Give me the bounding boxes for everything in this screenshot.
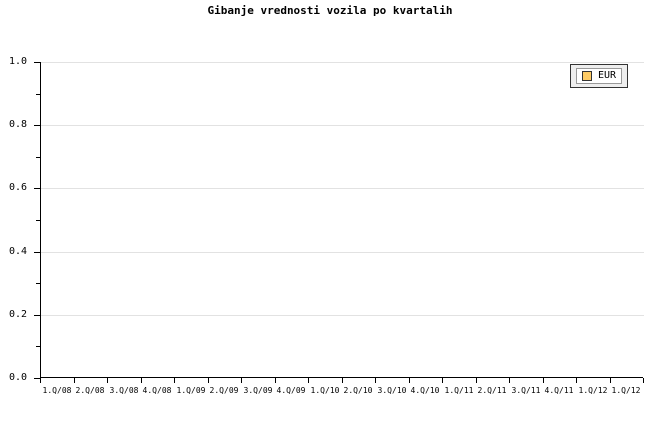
x-axis-tick bbox=[208, 378, 209, 383]
x-axis-label: 4.Q/08 bbox=[142, 386, 172, 395]
gridline bbox=[41, 314, 644, 316]
chart-title: Gibanje vrednosti vozila po kvartalih bbox=[207, 4, 453, 17]
legend-color-swatch bbox=[582, 71, 592, 81]
gridline bbox=[41, 62, 644, 63]
x-axis-label: 1.Q/12 bbox=[611, 386, 641, 395]
y-axis-tick-major bbox=[34, 62, 40, 63]
x-axis-tick bbox=[409, 378, 410, 383]
y-axis-label: 0.4 bbox=[8, 245, 27, 257]
x-axis-label: 2.Q/11 bbox=[477, 386, 507, 395]
x-axis-tick bbox=[509, 378, 510, 383]
y-axis-tick-minor bbox=[36, 283, 40, 285]
x-axis-tick bbox=[442, 378, 443, 383]
x-axis-tick bbox=[141, 378, 142, 383]
x-axis-label: 2.Q/09 bbox=[209, 386, 239, 395]
y-axis-tick-major bbox=[34, 125, 40, 127]
x-axis-tick bbox=[543, 378, 544, 383]
y-axis-label: 0.8 bbox=[8, 119, 27, 131]
y-axis-tick-minor bbox=[36, 220, 40, 221]
x-axis-label: 4.Q/10 bbox=[410, 386, 440, 395]
x-axis-tick bbox=[308, 378, 309, 383]
y-axis-tick-major bbox=[34, 314, 40, 316]
gridline bbox=[41, 125, 644, 127]
chart-legend[interactable]: EUR bbox=[570, 64, 629, 88]
y-axis-label: 0.2 bbox=[8, 308, 27, 320]
x-axis-tick bbox=[40, 378, 41, 383]
legend-label: EUR bbox=[598, 70, 617, 81]
x-axis-tick bbox=[275, 378, 276, 383]
y-axis-label: 0.0 bbox=[8, 372, 27, 383]
plot-area bbox=[40, 62, 644, 378]
x-axis-label: 1.Q/08 bbox=[42, 386, 72, 395]
legend-inner: EUR bbox=[576, 68, 623, 84]
gridline bbox=[41, 188, 644, 190]
x-axis-label: 1.Q/10 bbox=[310, 386, 340, 395]
x-axis-label: 4.Q/11 bbox=[544, 386, 574, 395]
x-axis-label: 1.Q/09 bbox=[176, 386, 206, 395]
y-axis-tick-minor bbox=[36, 156, 40, 158]
x-axis-label: 2.Q/10 bbox=[343, 386, 373, 395]
x-axis-tick bbox=[476, 378, 477, 383]
x-axis-label: 4.Q/09 bbox=[276, 386, 306, 395]
x-axis-tick bbox=[610, 378, 611, 383]
x-axis-label: 3.Q/10 bbox=[377, 386, 407, 395]
x-axis-tick bbox=[107, 378, 108, 383]
x-axis-tick bbox=[576, 378, 577, 383]
x-axis-label: 2.Q/08 bbox=[75, 386, 105, 395]
x-axis-label: 1.Q/12 bbox=[578, 386, 608, 395]
y-axis-label: 1.0 bbox=[8, 56, 27, 67]
x-axis-label: 3.Q/11 bbox=[511, 386, 541, 395]
x-axis-tick bbox=[342, 378, 343, 383]
x-axis-tick bbox=[74, 378, 75, 383]
x-axis-tick bbox=[241, 378, 242, 383]
y-axis-tick-minor bbox=[36, 93, 40, 95]
y-axis-tick-minor bbox=[36, 346, 40, 348]
x-axis-tick bbox=[643, 378, 644, 383]
x-axis-label: 1.Q/11 bbox=[444, 386, 474, 395]
y-axis-tick-major bbox=[34, 188, 40, 190]
y-axis-label: 0.6 bbox=[8, 182, 27, 194]
gridline bbox=[41, 251, 644, 253]
y-axis-tick-major bbox=[34, 251, 40, 253]
x-axis-tick bbox=[174, 378, 175, 383]
y-axis-tick-major bbox=[34, 378, 40, 379]
x-axis-label: 3.Q/09 bbox=[243, 386, 273, 395]
x-axis-label: 3.Q/08 bbox=[109, 386, 139, 395]
x-axis-tick bbox=[375, 378, 376, 383]
